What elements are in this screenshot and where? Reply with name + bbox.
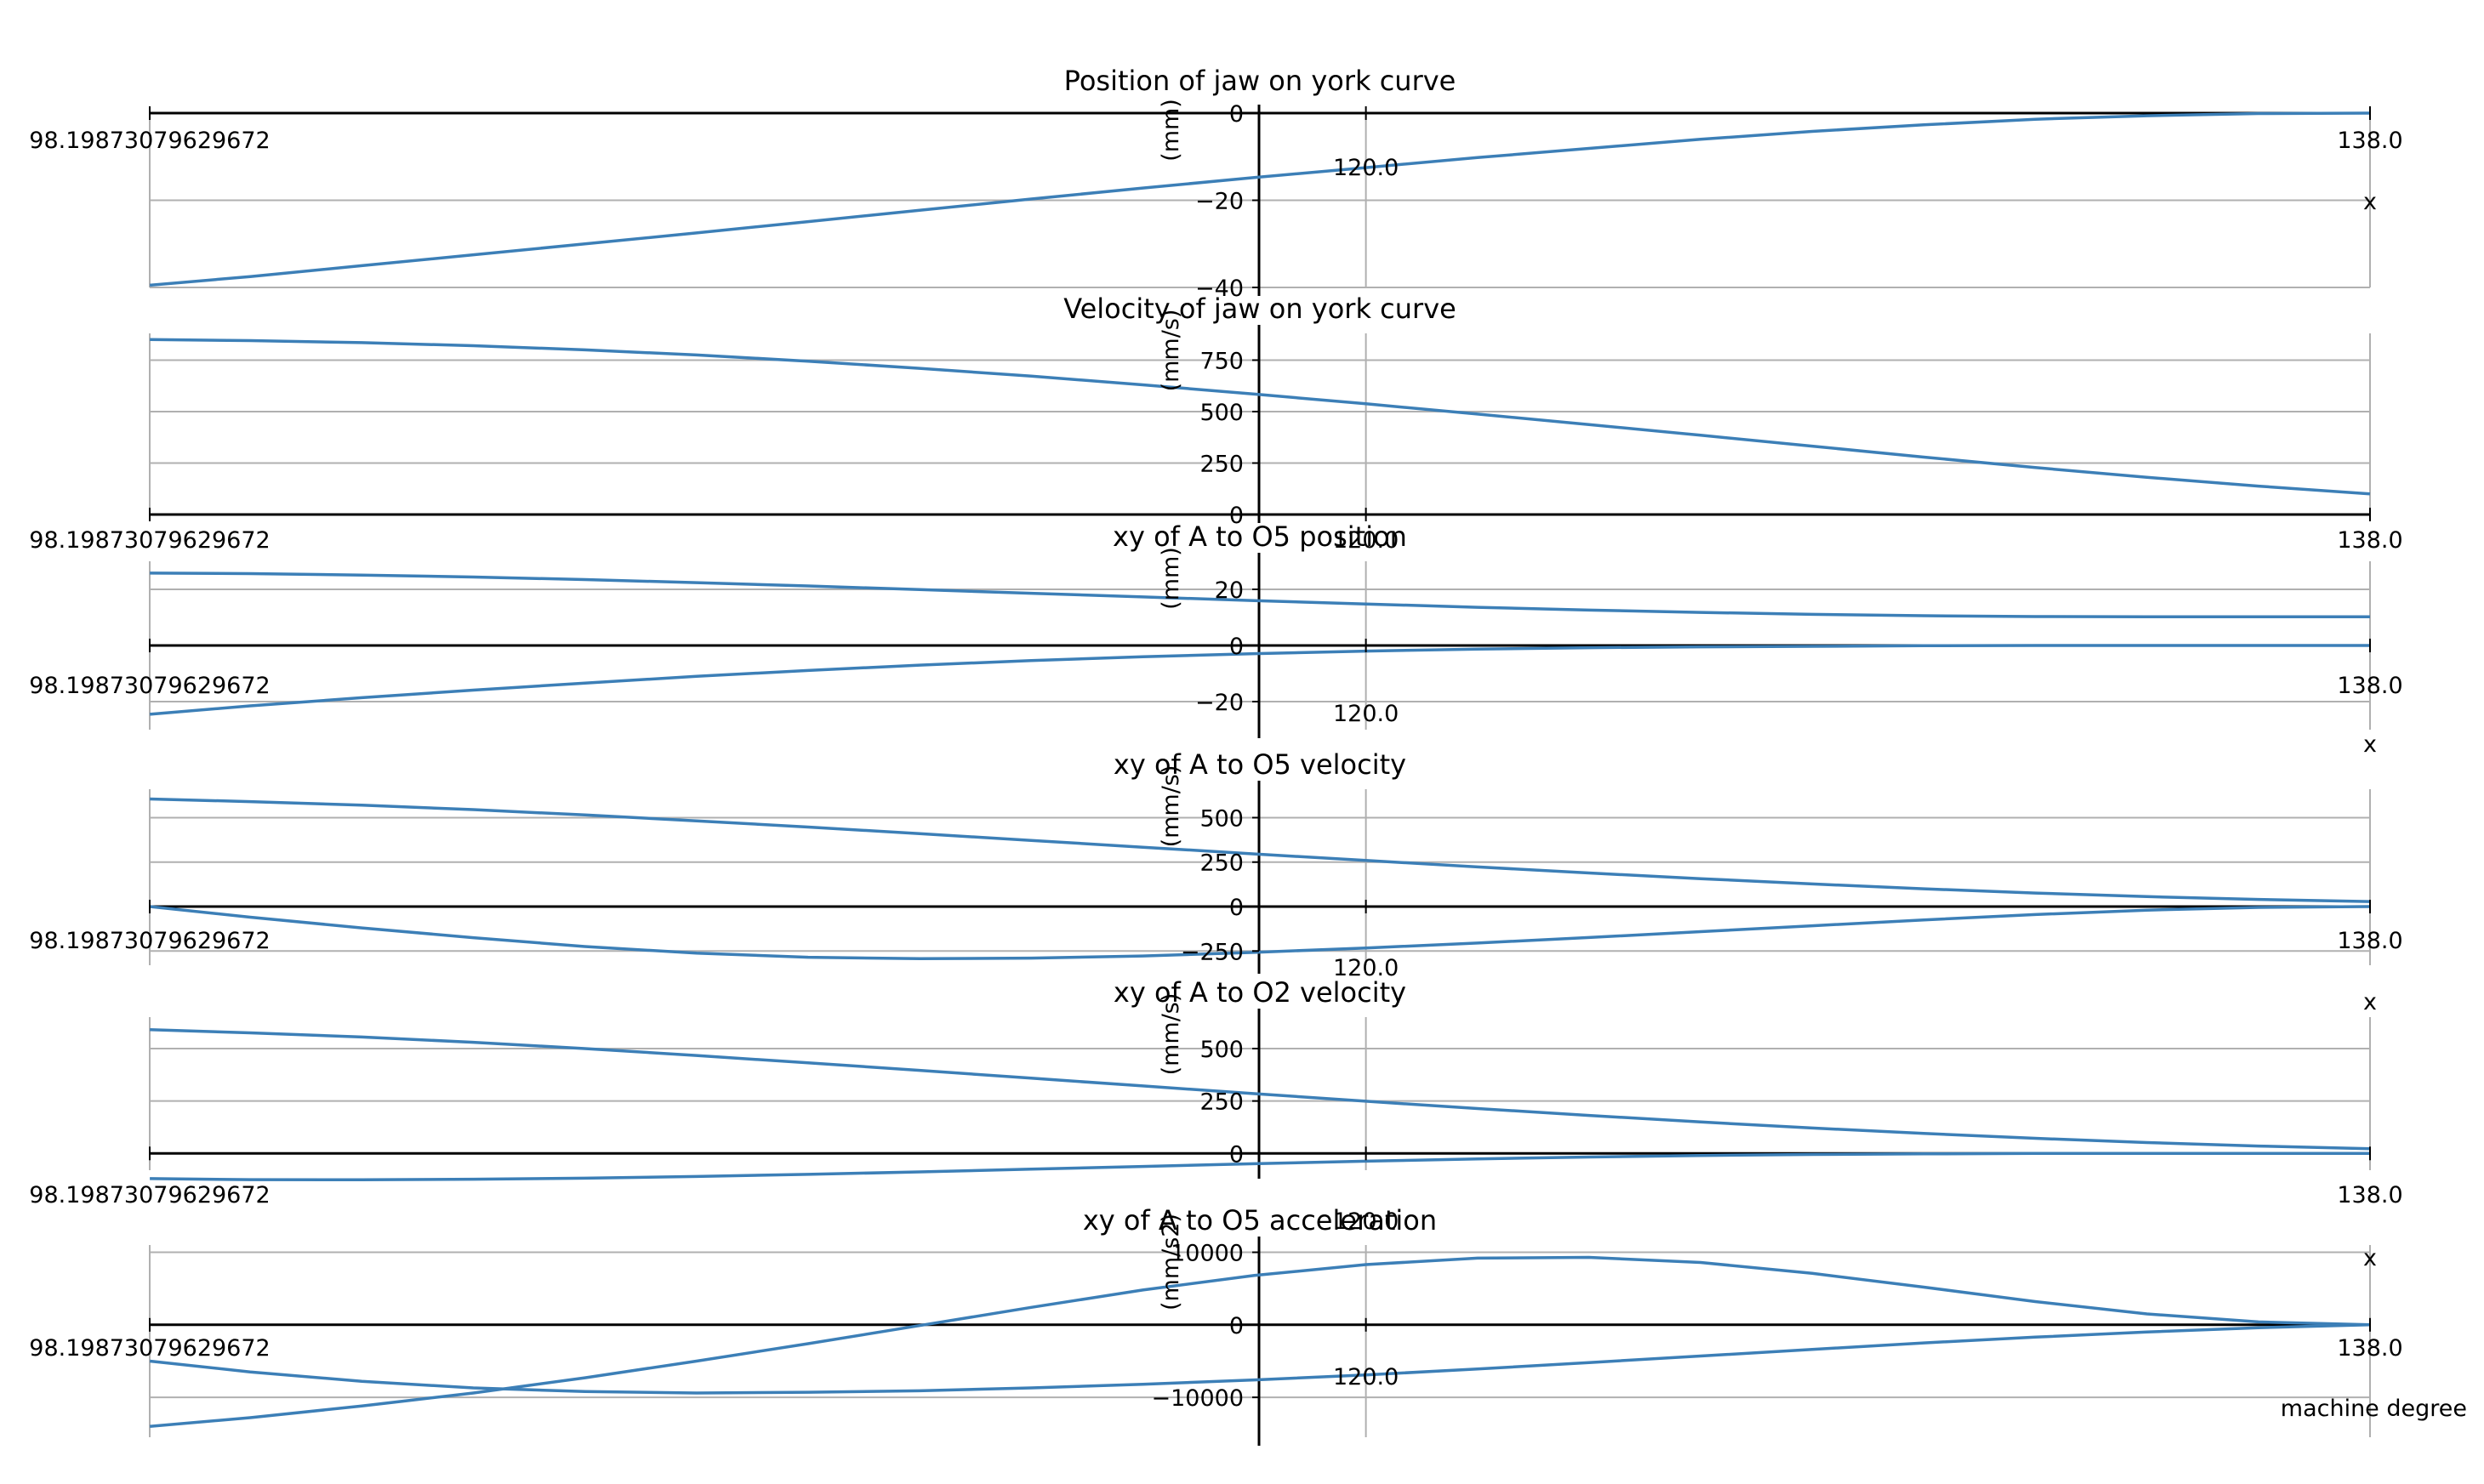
x-tick-label: 138.0 (2337, 527, 2402, 554)
chart-panel: 98.19873079629672 120.0 138.0 20 0 −20 (mm) x xy… (29, 520, 2402, 758)
y-tick-label: 20 (1215, 577, 1244, 604)
chart-title: xy of A to O5 position (1113, 520, 1407, 553)
y-tick-label: −250 (1181, 939, 1244, 965)
y-tick-label: −10000 (1151, 1385, 1244, 1412)
x-tick-label: 98.19873079629672 (29, 527, 270, 554)
x-tick-label: 98.19873079629672 (29, 928, 270, 954)
y-tick-label: 750 (1199, 348, 1244, 374)
x-tick-label: 138.0 (2337, 673, 2402, 699)
y-tick-label: 0 (1229, 1313, 1244, 1339)
series-line (149, 1323, 2371, 1395)
series-line (149, 111, 2371, 287)
y-tick-label: −20 (1195, 189, 1244, 215)
x-tick-label: 138.0 (2337, 1182, 2402, 1208)
y-tick-label: 0 (1229, 503, 1244, 529)
series-line (150, 1028, 2371, 1151)
chart-panel: 98.19873079629672 120.0 138.0 10000 0 −10000 (… (29, 1204, 2403, 1446)
series-line (149, 644, 2370, 716)
y-tick-label: 0 (1229, 895, 1244, 921)
y-tick-label: 500 (1199, 1037, 1244, 1063)
x-tick-label: 98.19873079629672 (29, 673, 270, 699)
x-tick-label: 138.0 (2337, 928, 2402, 954)
x-tick-label: 98.19873079629672 (29, 128, 270, 154)
x-tick-label: 120.0 (1333, 955, 1399, 981)
x-axis-label: x (2363, 1245, 2377, 1271)
figure-xlabel: machine degree (2281, 1396, 2467, 1422)
chart-panel: 98.19873079629672 120.0 138.0 500 250 0 (mm/s)… (29, 976, 2402, 1235)
x-tick-label: 98.19873079629672 (29, 1182, 270, 1208)
y-axis-label: (mm) (1158, 547, 1184, 610)
y-axis-label: (mm/s) (1158, 765, 1184, 848)
y-tick-label: 250 (1199, 1089, 1244, 1116)
x-axis-label: x (2363, 731, 2377, 758)
chart-title: xy of A to O5 acceleration (1083, 1204, 1437, 1237)
x-tick-label: 120.0 (1333, 701, 1399, 727)
x-tick-label: 138.0 (2337, 128, 2402, 154)
series-line (149, 905, 2371, 961)
y-axis-label: (mm/s) (1158, 993, 1184, 1076)
x-tick-label: 120.0 (1333, 1208, 1399, 1235)
x-tick-label: 120.0 (1333, 1364, 1399, 1390)
y-tick-label: 250 (1199, 451, 1244, 477)
chart-panel: 98.19873079629672 120.0 138.0 750 500 250 0 (mm… (29, 293, 2402, 554)
chart-title: xy of A to O2 velocity (1114, 976, 1406, 1009)
y-axis-label: (mm/s2) (1158, 1214, 1184, 1311)
chart-title: xy of A to O5 velocity (1114, 748, 1406, 781)
y-tick-label: −40 (1195, 276, 1244, 302)
y-tick-label: 500 (1199, 805, 1244, 832)
y-tick-label: −20 (1195, 690, 1244, 716)
y-axis-label: (mm/s) (1158, 310, 1184, 392)
x-axis-label: x (2363, 189, 2377, 215)
x-tick-label: 138.0 (2337, 1335, 2402, 1362)
y-tick-label: 10000 (1171, 1241, 1244, 1267)
series-line (150, 571, 2370, 619)
y-axis-label: (mm) (1158, 99, 1184, 162)
y-tick-label: 500 (1199, 400, 1244, 426)
series-line (150, 797, 2371, 903)
y-tick-label: 0 (1229, 101, 1244, 128)
chart-title: Position of jaw on york curve (1064, 65, 1456, 97)
y-tick-label: 250 (1199, 850, 1244, 877)
series-line (150, 338, 2371, 496)
x-tick-label: 120.0 (1333, 527, 1399, 554)
x-tick-label: 120.0 (1333, 155, 1399, 181)
y-tick-label: 0 (1229, 1141, 1244, 1168)
chart-panel: 98.19873079629672 120.0 138.0 500 250 0 −250 (m… (29, 748, 2402, 1015)
chart-panel: 98.19873079629672 120.0 138.0 0 −20 −40 (mm) x P… (29, 65, 2402, 302)
y-tick-label: 0 (1229, 634, 1244, 660)
x-tick-label: 98.19873079629672 (29, 1335, 270, 1362)
chart-title: Velocity of jaw on york curve (1063, 293, 1456, 325)
series-line (150, 1151, 2370, 1182)
x-axis-label: x (2363, 989, 2377, 1015)
